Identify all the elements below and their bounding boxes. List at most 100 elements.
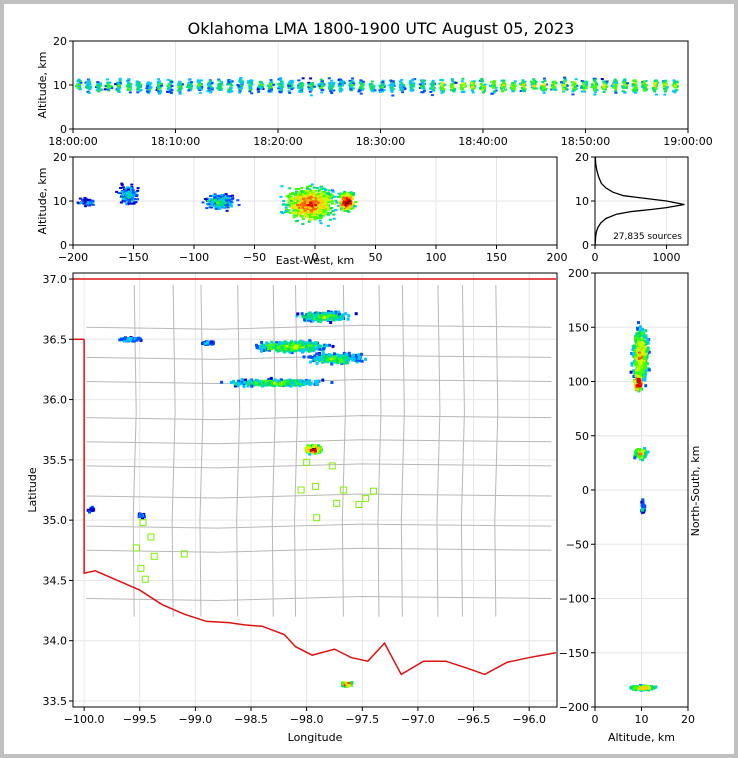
source-pixel xyxy=(307,191,311,194)
source-pixel xyxy=(345,356,349,360)
source-pixel xyxy=(553,81,557,84)
source-pixel xyxy=(127,192,131,195)
source-pixel xyxy=(321,352,325,356)
source-pixel xyxy=(90,203,94,206)
source-pixel xyxy=(296,342,300,346)
source-pixel xyxy=(189,85,193,87)
source-pixel xyxy=(329,321,333,324)
source-pixel xyxy=(338,83,342,86)
source-pixel xyxy=(563,80,567,83)
source-pixel xyxy=(230,198,234,201)
source-pixel xyxy=(177,89,181,92)
lma-station-marker xyxy=(333,499,341,507)
source-pixel xyxy=(314,314,318,318)
source-pixel xyxy=(239,77,243,80)
source-pixel xyxy=(210,88,214,91)
source-pixel xyxy=(106,83,110,86)
longitude-axis-tick-label: −97.5 xyxy=(345,713,379,726)
source-pixel xyxy=(460,91,464,93)
source-pixel xyxy=(315,361,319,365)
source-pixel xyxy=(256,379,260,383)
source-pixel xyxy=(307,343,311,347)
source-pixel xyxy=(314,379,318,383)
source-pixel xyxy=(581,86,585,89)
source-pixel xyxy=(614,91,618,94)
source-pixel xyxy=(554,88,558,91)
source-pixel xyxy=(259,81,263,84)
source-pixel xyxy=(343,198,347,201)
source-pixel xyxy=(673,91,677,94)
source-pixel xyxy=(250,384,254,388)
source-pixel xyxy=(413,78,417,81)
source-pixel xyxy=(138,86,142,89)
source-pixel xyxy=(96,81,100,84)
source-pixel xyxy=(147,89,151,92)
source-pixel xyxy=(307,88,311,90)
source-pixel xyxy=(322,347,326,351)
source-pixel xyxy=(307,86,311,89)
source-pixel xyxy=(257,346,261,350)
source-pixel xyxy=(229,205,233,208)
source-pixel xyxy=(483,83,487,86)
source-pixel xyxy=(282,203,286,206)
state-border-south xyxy=(83,339,557,676)
source-pixel xyxy=(305,214,309,217)
source-pixel xyxy=(309,189,313,192)
source-pixel xyxy=(299,201,303,204)
source-pixel xyxy=(593,91,597,94)
source-pixel xyxy=(259,344,263,348)
source-pixel xyxy=(158,89,162,92)
source-pixel xyxy=(511,90,515,93)
source-pixel xyxy=(134,193,138,196)
source-pixel xyxy=(654,93,658,96)
source-pixel xyxy=(327,212,331,214)
source-pixel xyxy=(399,89,403,92)
source-pixel xyxy=(279,344,283,348)
source-pixel xyxy=(205,341,209,345)
source-pixel xyxy=(244,381,248,385)
source-pixel xyxy=(339,359,343,363)
source-pixel xyxy=(319,193,323,196)
source-pixel xyxy=(298,192,302,195)
source-pixel xyxy=(512,83,516,86)
source-pixel xyxy=(315,341,318,345)
source-pixel xyxy=(213,196,217,199)
latitude-axis-label: Latitude xyxy=(26,467,39,513)
source-pixel xyxy=(249,86,253,89)
source-pixel xyxy=(461,77,465,80)
source-pixel xyxy=(391,94,395,97)
source-pixel xyxy=(331,83,335,86)
latitude-axis-tick-label: 35.0 xyxy=(43,514,68,527)
source-pixel xyxy=(319,198,323,201)
source-pixel xyxy=(360,359,364,363)
source-pixel xyxy=(87,88,91,91)
source-pixel xyxy=(214,200,218,203)
source-pixel xyxy=(229,195,232,198)
source-pixel xyxy=(582,89,586,91)
source-pixel xyxy=(311,206,315,209)
source-pixel xyxy=(157,80,161,83)
source-pixel xyxy=(304,213,308,216)
county-line xyxy=(86,463,552,469)
source-pixel xyxy=(89,85,93,88)
source-pixel xyxy=(593,79,597,82)
source-pixel xyxy=(643,85,647,88)
source-pixel xyxy=(429,83,433,86)
source-pixel xyxy=(108,81,112,84)
source-pixel xyxy=(135,83,139,86)
source-pixel xyxy=(644,80,648,83)
source-pixel xyxy=(120,338,124,341)
source-pixel xyxy=(307,204,310,207)
source-pixel xyxy=(329,196,333,199)
source-pixel xyxy=(316,195,320,198)
source-pixel xyxy=(442,88,446,91)
source-pixel xyxy=(440,81,444,84)
source-pixel xyxy=(179,82,183,85)
source-pixel xyxy=(409,83,413,86)
source-pixel xyxy=(299,90,303,93)
source-pixel xyxy=(553,85,557,88)
source-pixel xyxy=(297,344,301,348)
source-pixel xyxy=(179,88,183,91)
source-pixel xyxy=(297,79,301,82)
source-pixel xyxy=(532,78,536,81)
